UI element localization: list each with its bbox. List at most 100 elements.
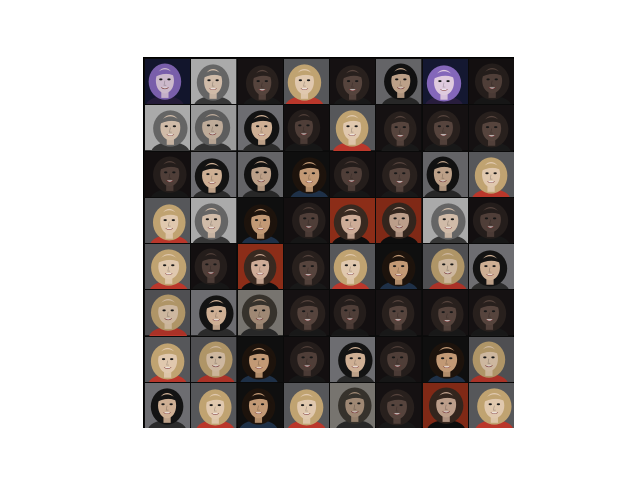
face-thumbnail-image [469,337,514,382]
face-thumbnail [145,198,190,243]
face-thumbnail [423,152,468,197]
face-thumbnail [284,198,329,243]
face-thumbnail-image [330,244,375,289]
face-thumbnail-image [238,59,283,104]
face-thumbnail [284,59,329,104]
face-thumbnail [238,244,283,289]
face-thumbnail-image [376,244,421,289]
face-thumbnail [469,290,514,335]
face-thumbnail [191,152,236,197]
face-thumbnail [145,59,190,104]
face-thumbnail [330,290,375,335]
face-thumbnail-image [238,383,283,428]
face-thumbnail-image [191,290,236,335]
face-thumbnail-image [469,290,514,335]
face-thumbnail [423,244,468,289]
face-thumbnail-image [145,105,190,150]
sample-image-grid [145,59,514,428]
face-thumbnail [330,198,375,243]
face-thumbnail-image [145,244,190,289]
face-thumbnail [423,198,468,243]
face-thumbnail-image [238,244,283,289]
face-thumbnail-image [191,105,236,150]
face-thumbnail-image [284,290,329,335]
face-thumbnail [423,105,468,150]
face-thumbnail [284,383,329,428]
face-thumbnail [284,337,329,382]
face-thumbnail-image [376,290,421,335]
face-thumbnail-image [191,244,236,289]
face-thumbnail-image [376,383,421,428]
face-thumbnail-image [376,152,421,197]
face-thumbnail-image [191,59,236,104]
face-thumbnail [284,152,329,197]
face-thumbnail-image [423,105,468,150]
face-thumbnail [469,383,514,428]
face-thumbnail-image [238,105,283,150]
face-thumbnail [469,59,514,104]
face-thumbnail [330,152,375,197]
face-thumbnail [376,244,421,289]
face-thumbnail-image [423,383,468,428]
face-thumbnail [469,244,514,289]
face-thumbnail [145,290,190,335]
face-thumbnail-image [376,59,421,104]
face-thumbnail-image [145,337,190,382]
face-thumbnail-image [423,244,468,289]
face-thumbnail-image [423,59,468,104]
face-thumbnail [191,198,236,243]
face-thumbnail [469,337,514,382]
face-thumbnail-image [284,152,329,197]
face-thumbnail-image [469,198,514,243]
face-thumbnail [376,198,421,243]
face-thumbnail-image [284,337,329,382]
face-thumbnail-image [284,59,329,104]
face-thumbnail [191,383,236,428]
face-thumbnail [376,152,421,197]
face-thumbnail [330,383,375,428]
face-thumbnail-image [238,290,283,335]
face-thumbnail-image [469,383,514,428]
face-thumbnail [145,105,190,150]
face-thumbnail [191,244,236,289]
sample-image-grid-frame [143,57,514,428]
face-thumbnail [330,244,375,289]
face-thumbnail [423,337,468,382]
face-thumbnail [376,290,421,335]
face-thumbnail [376,105,421,150]
face-thumbnail-image [145,198,190,243]
face-thumbnail-image [284,198,329,243]
face-thumbnail [145,244,190,289]
face-thumbnail [238,290,283,335]
face-thumbnail [238,105,283,150]
face-thumbnail [330,105,375,150]
face-thumbnail [191,59,236,104]
face-thumbnail-image [145,59,190,104]
face-thumbnail-image [238,198,283,243]
face-thumbnail-image [145,152,190,197]
face-thumbnail-image [330,290,375,335]
face-thumbnail-image [330,152,375,197]
face-thumbnail [238,152,283,197]
face-thumbnail-image [145,383,190,428]
face-thumbnail [423,59,468,104]
face-thumbnail-image [330,383,375,428]
face-thumbnail-image [469,59,514,104]
face-thumbnail [238,337,283,382]
face-thumbnail-image [423,152,468,197]
face-thumbnail-image [469,152,514,197]
face-thumbnail-image [191,198,236,243]
face-thumbnail [330,59,375,104]
face-thumbnail-image [191,337,236,382]
face-thumbnail-image [376,337,421,382]
face-thumbnail [284,290,329,335]
face-thumbnail [376,59,421,104]
face-thumbnail [330,337,375,382]
face-thumbnail [284,105,329,150]
face-thumbnail-image [376,105,421,150]
face-thumbnail-image [469,244,514,289]
face-thumbnail-image [330,198,375,243]
face-thumbnail [376,383,421,428]
face-thumbnail [191,105,236,150]
face-thumbnail [145,337,190,382]
